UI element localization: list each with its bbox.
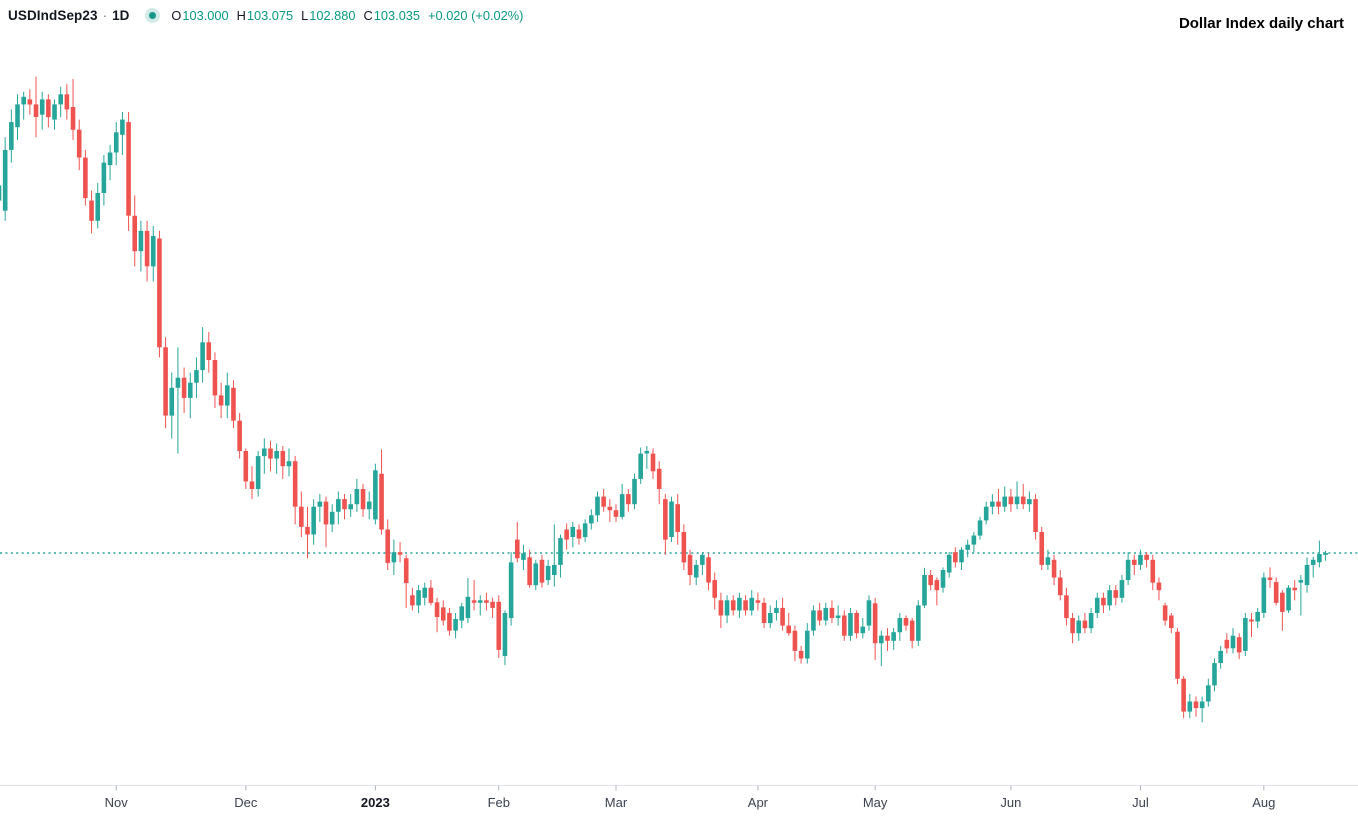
axis-label: 2023 <box>361 795 390 810</box>
low-value: L 102.880 <box>301 8 356 23</box>
axis-label: Mar <box>605 795 628 810</box>
axis-label: Nov <box>105 795 129 810</box>
open-value: O 103.000 <box>171 8 229 23</box>
axis-label: Feb <box>488 795 510 810</box>
interval-label[interactable]: 1D <box>112 8 130 23</box>
axis-label: Jun <box>1000 795 1021 810</box>
close-value: C 103.035 <box>363 8 421 23</box>
time-axis[interactable]: Nov Dec 2023 Feb Mar Apr May Jun Jul Aug <box>0 785 1358 811</box>
candles <box>0 76 1328 723</box>
series-dot-icon[interactable] <box>145 8 161 23</box>
symbol-legend: USDIndSep23 · 1D O 103.000 H 103.075 L 102.… <box>8 8 523 23</box>
ohlc-values: O 103.000 H 103.075 L 102.880 C 103.035 +0.0… <box>171 8 523 23</box>
symbol-name[interactable]: USDIndSep23 <box>8 8 98 23</box>
axis-label: May <box>863 795 888 810</box>
chart-annotation-title: Dollar Index daily chart <box>1178 15 1344 32</box>
axis-label: Dec <box>234 795 258 810</box>
axis-label: Jul <box>1132 795 1149 810</box>
axis-label: Aug <box>1252 795 1275 810</box>
high-value: H 103.075 <box>236 8 294 23</box>
legend-separator: · <box>102 8 108 23</box>
axis-label: Apr <box>748 795 769 810</box>
change-value: +0.020 (+0.02%) <box>428 8 524 23</box>
